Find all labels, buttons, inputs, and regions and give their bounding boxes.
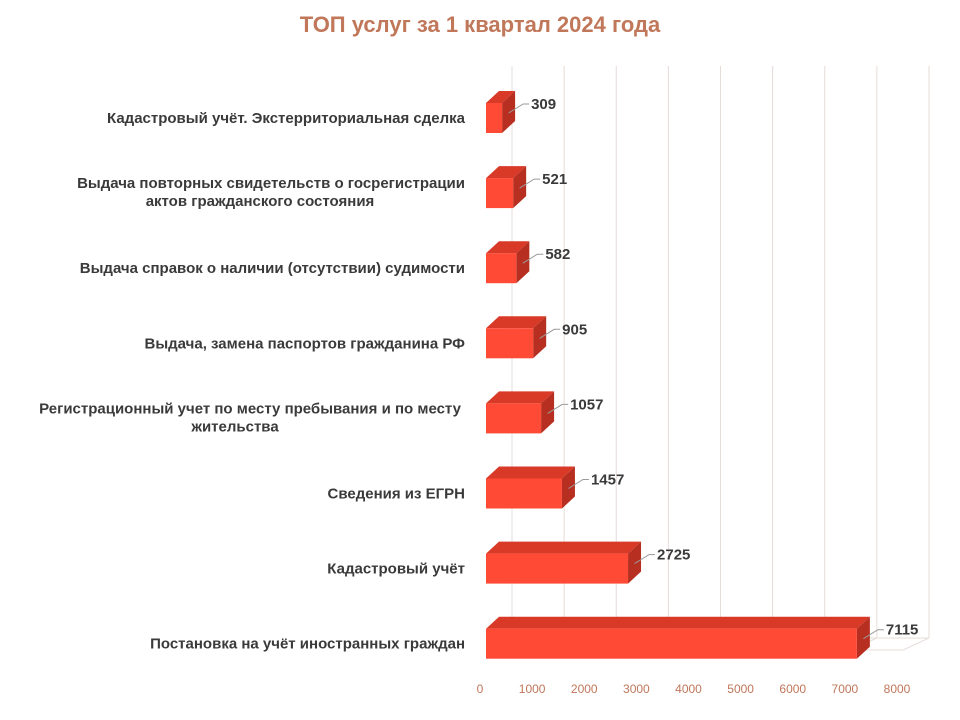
category-label: Выдача справок о наличии (отсутствии) су… <box>80 260 465 277</box>
value-labels: 309 521 582 905 1057 1457 2725 7115 <box>508 96 919 640</box>
category-label: Выдача, замена паспортов гражданина РФ <box>145 335 466 352</box>
bar-side-face <box>513 166 527 209</box>
category-labels: Кадастровый учёт. Экстерриториальная сде… <box>39 110 466 653</box>
value-leader-line <box>547 403 569 414</box>
value-leader-line <box>522 253 544 264</box>
bar-front-face <box>486 103 503 133</box>
bar-front-face <box>486 553 629 584</box>
value-leader-line <box>634 554 656 565</box>
bar-side-face <box>561 466 575 509</box>
bar-top-face <box>486 391 555 404</box>
bar-side-face <box>516 241 530 284</box>
bar <box>486 166 527 209</box>
value-leader-line <box>508 103 530 114</box>
bar-value-label: 309 <box>531 96 556 113</box>
x-tick-label: 0 <box>477 682 484 696</box>
x-tick-label: 5000 <box>727 682 754 696</box>
value-leader-line <box>539 328 561 339</box>
bar-top-face <box>486 541 642 554</box>
bar-value-label: 2725 <box>657 547 690 564</box>
bar-value-label: 1457 <box>591 472 624 489</box>
bar-value-label: 905 <box>562 321 587 338</box>
x-tick-label: 6000 <box>779 682 806 696</box>
x-tick-label: 4000 <box>675 682 702 696</box>
value-leader-line <box>519 178 541 189</box>
bar-side-face <box>541 391 555 434</box>
value-leader-line <box>568 479 589 489</box>
bar-front-face <box>486 478 562 509</box>
bar-side-face <box>502 91 516 133</box>
x-tick-label: 8000 <box>884 682 911 696</box>
x-axis-ticks: 0 1000 2000 3000 4000 5000 6000 7000 8000 <box>477 682 911 696</box>
x-tick-label: 1000 <box>519 682 546 696</box>
x-tick-label: 7000 <box>832 682 859 696</box>
category-label: жительства <box>190 418 279 435</box>
bar-side-face <box>533 316 547 359</box>
gridline-floor <box>902 637 930 651</box>
category-label: Сведения из ЕГРН <box>328 486 465 503</box>
bar-side-face <box>628 541 642 584</box>
chart-title: ТОП услуг за 1 квартал 2024 года <box>299 12 661 37</box>
bar <box>486 616 870 659</box>
bar-value-label: 1057 <box>570 396 603 413</box>
bar-top-face <box>486 91 516 103</box>
bar-front-face <box>486 403 542 434</box>
bar <box>486 466 575 509</box>
category-label: Регистрационный учет по месту пребывания… <box>39 400 462 417</box>
value-leader-line <box>863 629 884 640</box>
category-label: актов гражданского состояния <box>146 193 375 210</box>
bar <box>486 241 530 284</box>
bar-front-face <box>486 328 534 359</box>
bar-front-face <box>486 178 514 209</box>
category-label: Кадастровый учёт. Экстерриториальная сде… <box>107 110 466 127</box>
bar-top-face <box>486 166 527 179</box>
bar-value-label: 582 <box>545 246 570 263</box>
bar <box>486 316 547 359</box>
category-label: Кадастровый учёт <box>327 561 465 578</box>
category-label: Выдача повторных свидетельств о госрегис… <box>77 175 465 192</box>
bar-top-face <box>486 241 530 254</box>
bar-top-face <box>486 616 870 629</box>
bar <box>486 391 555 434</box>
bar-value-label: 521 <box>542 171 567 188</box>
bar <box>486 91 516 133</box>
bars-layer <box>486 91 870 659</box>
bar-top-face <box>486 316 547 329</box>
bar-front-face <box>486 628 857 659</box>
bar <box>486 541 642 584</box>
bar-side-face <box>856 616 870 659</box>
bar-top-face <box>486 466 575 479</box>
bar-value-label: 7115 <box>886 622 919 639</box>
x-tick-label: 2000 <box>571 682 598 696</box>
x-tick-label: 3000 <box>623 682 650 696</box>
category-label: Постановка на учёт иностранных граждан <box>150 636 465 653</box>
bar-front-face <box>486 253 517 284</box>
